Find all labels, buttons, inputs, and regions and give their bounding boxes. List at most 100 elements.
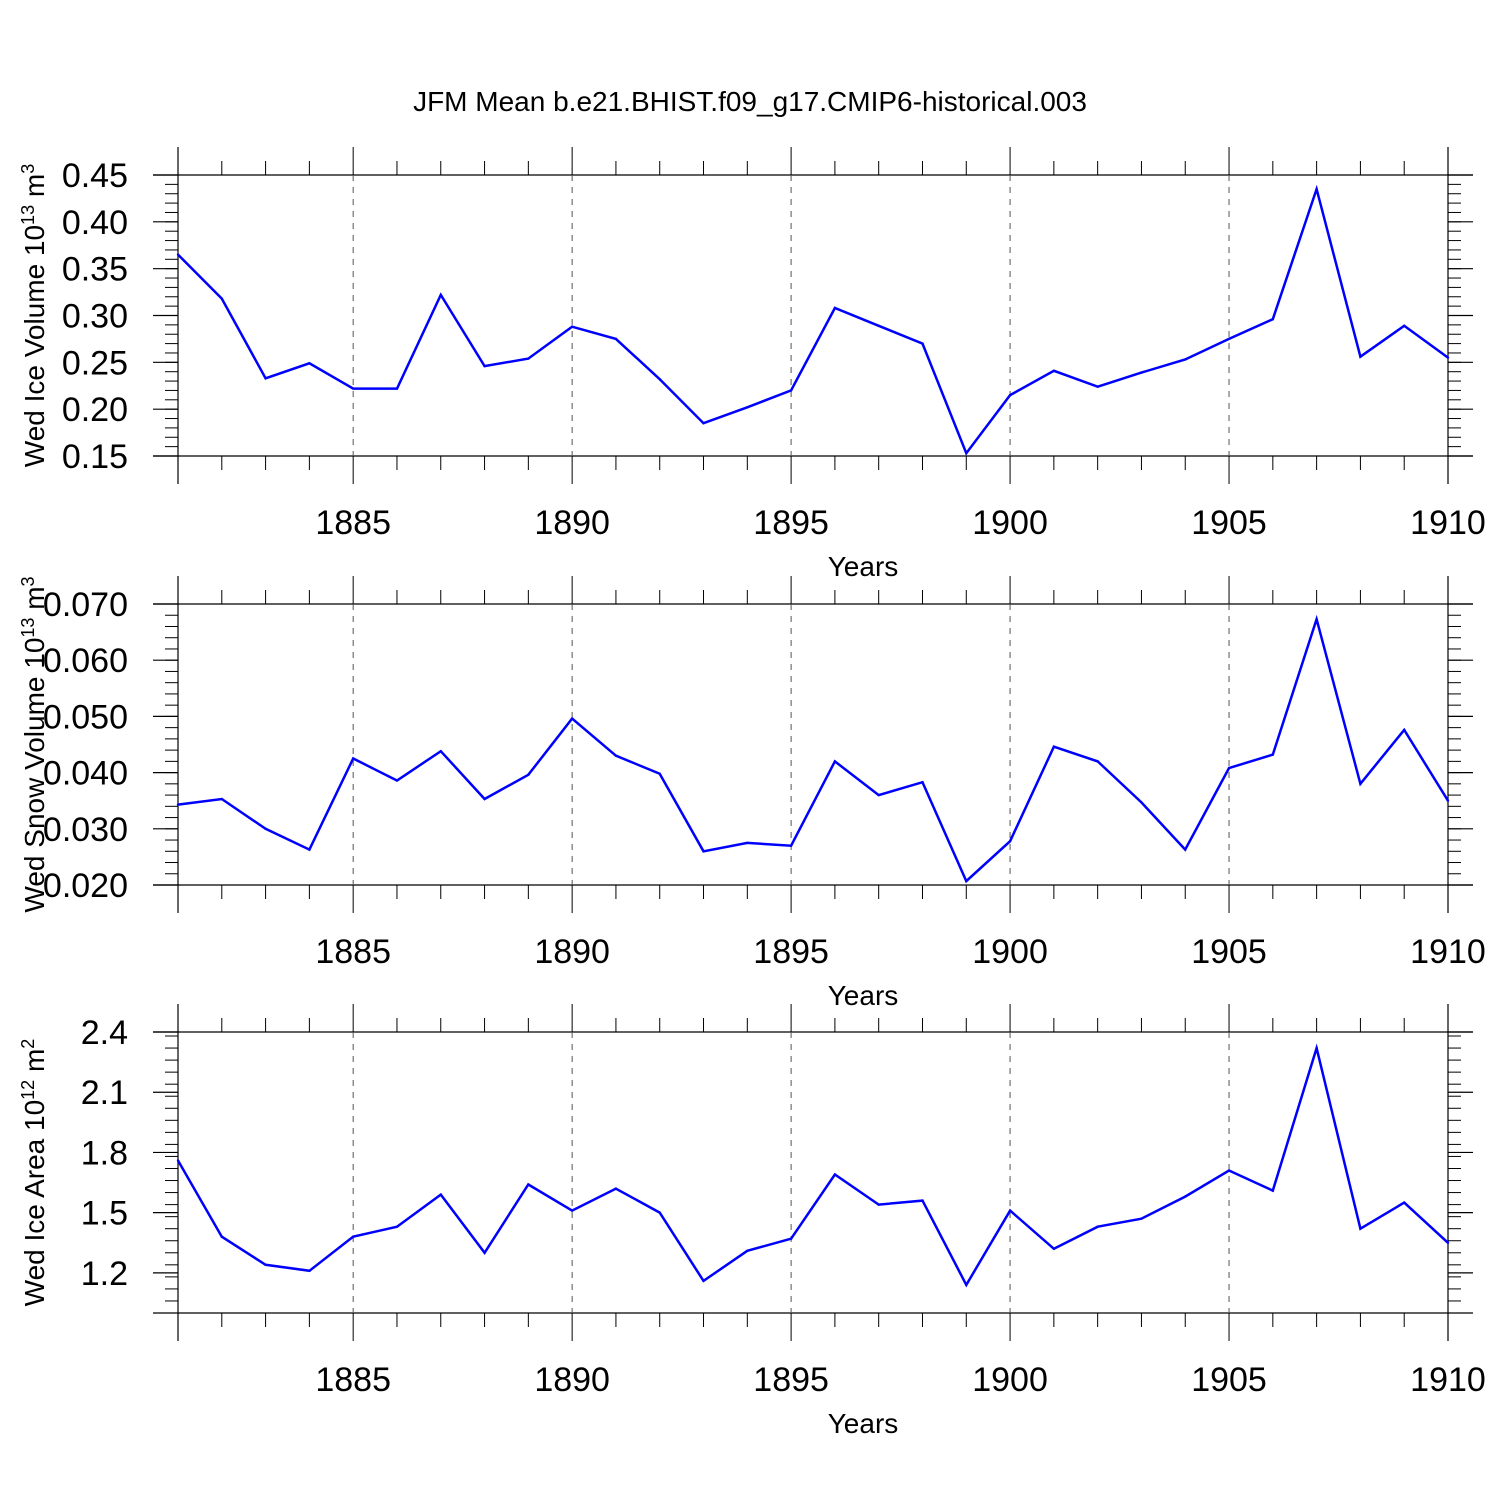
y-tick-label: 0.060 bbox=[43, 642, 128, 680]
data-point bbox=[1446, 1241, 1450, 1244]
data-point bbox=[1008, 1209, 1012, 1212]
y-axis-label-unit: m bbox=[19, 1049, 50, 1080]
data-point bbox=[1315, 617, 1318, 621]
y-tick-label: 0.070 bbox=[43, 586, 128, 624]
y-axis-label-exponent: 13 bbox=[18, 618, 38, 638]
y-axis-label: Wed Ice Area 1012 m2 bbox=[18, 1039, 50, 1307]
y-axis-label: Wed Ice Volume 1013 m3 bbox=[18, 164, 50, 467]
data-point bbox=[746, 841, 749, 845]
data-point bbox=[1096, 385, 1099, 388]
y-axis-label-unit-exponent: 3 bbox=[18, 576, 38, 586]
data-point bbox=[483, 797, 486, 801]
y-axis-label-text: Wed Ice Volume 10 bbox=[19, 225, 50, 467]
data-point bbox=[570, 1209, 574, 1212]
y-tick-label: 0.40 bbox=[62, 204, 128, 242]
data-point bbox=[439, 750, 442, 753]
data-point bbox=[1052, 1247, 1056, 1250]
data-point bbox=[395, 1225, 399, 1228]
data-point bbox=[658, 377, 661, 381]
data-point bbox=[746, 1249, 749, 1252]
y-axis-label-unit: m bbox=[19, 586, 50, 617]
data-point bbox=[702, 1279, 705, 1283]
chart-title: JFM Mean b.e21.BHIST.f09_g17.CMIP6-histo… bbox=[413, 86, 1087, 117]
data-point bbox=[614, 1187, 618, 1190]
data-point bbox=[1446, 799, 1450, 802]
data-point bbox=[1052, 369, 1056, 372]
data-point bbox=[220, 1235, 223, 1238]
x-tick-label: 1885 bbox=[315, 504, 391, 542]
data-point bbox=[789, 1237, 793, 1240]
y-tick-label: 0.15 bbox=[62, 438, 128, 476]
y-axis-label-unit: m bbox=[19, 174, 50, 205]
data-point bbox=[439, 1193, 442, 1196]
x-tick-label: 1900 bbox=[972, 1361, 1048, 1399]
data-point bbox=[395, 387, 399, 390]
data-point bbox=[877, 793, 880, 797]
data-point bbox=[1140, 801, 1143, 804]
data-point bbox=[1008, 393, 1012, 397]
y-axis-label-unit-exponent: 3 bbox=[18, 164, 38, 174]
data-point bbox=[1184, 1195, 1187, 1198]
x-tick-label: 1885 bbox=[315, 933, 391, 971]
panel-2: 1885 1890 1895 1900 1905 1910 0.020 0.030 0.040 0… bbox=[18, 576, 1486, 1011]
x-tick-label: 1890 bbox=[534, 933, 610, 971]
data-point bbox=[833, 760, 837, 763]
data-point bbox=[833, 1173, 837, 1176]
data-point bbox=[483, 364, 486, 368]
data-point bbox=[308, 362, 311, 365]
x-tick-label: 1905 bbox=[1191, 933, 1267, 971]
x-tick-label: 1895 bbox=[753, 933, 829, 971]
data-point bbox=[176, 803, 180, 806]
data-point bbox=[1359, 1227, 1362, 1230]
data-point bbox=[351, 1235, 355, 1238]
y-axis-label: Wed Snow Volume 1013 m3 bbox=[18, 576, 50, 912]
y-tick-label: 0.040 bbox=[43, 755, 128, 793]
x-axis-label: Years bbox=[828, 980, 899, 1011]
y-tick-label: 2.1 bbox=[81, 1074, 128, 1112]
y-tick-label: 0.030 bbox=[43, 811, 128, 849]
y-axis-label-exponent: 12 bbox=[18, 1080, 38, 1100]
data-point bbox=[264, 1263, 267, 1267]
x-tick-label: 1900 bbox=[972, 933, 1048, 971]
y-axis-label-exponent: 13 bbox=[18, 205, 38, 225]
data-point bbox=[220, 797, 223, 801]
data-point bbox=[658, 772, 661, 775]
series-line bbox=[177, 184, 1449, 456]
data-point bbox=[176, 1159, 180, 1162]
data-point bbox=[1008, 839, 1012, 843]
data-point bbox=[1403, 728, 1406, 732]
data-point bbox=[1403, 324, 1406, 328]
data-point bbox=[570, 717, 574, 720]
x-tick-label: 1905 bbox=[1191, 504, 1267, 542]
data-point bbox=[921, 1199, 924, 1202]
data-point bbox=[1140, 1217, 1143, 1220]
x-axis-label: Years bbox=[828, 551, 899, 582]
data-point bbox=[1271, 753, 1275, 756]
x-tick-label: 1905 bbox=[1191, 1361, 1267, 1399]
x-tick-label: 1895 bbox=[753, 1361, 829, 1399]
data-point bbox=[1184, 848, 1187, 851]
data-point bbox=[658, 1211, 661, 1214]
data-point bbox=[614, 754, 618, 757]
data-point bbox=[1096, 760, 1099, 763]
data-point bbox=[527, 1183, 530, 1186]
data-point bbox=[614, 337, 618, 341]
y-tick-label: 0.20 bbox=[62, 391, 128, 429]
y-tick-label: 1.5 bbox=[81, 1195, 128, 1233]
data-point bbox=[395, 779, 399, 782]
data-point bbox=[921, 780, 924, 784]
data-point bbox=[351, 757, 355, 760]
data-point bbox=[789, 844, 793, 847]
data-point bbox=[789, 389, 793, 392]
y-tick-label: 0.45 bbox=[62, 157, 128, 195]
data-point bbox=[1140, 371, 1143, 374]
data-point bbox=[483, 1251, 486, 1254]
y-tick-label: 0.020 bbox=[43, 867, 128, 905]
data-point bbox=[308, 1269, 311, 1273]
x-tick-label: 1890 bbox=[534, 504, 610, 542]
data-point bbox=[1359, 355, 1362, 358]
data-point bbox=[351, 387, 355, 390]
data-point bbox=[264, 377, 267, 380]
data-point bbox=[1271, 1189, 1275, 1192]
